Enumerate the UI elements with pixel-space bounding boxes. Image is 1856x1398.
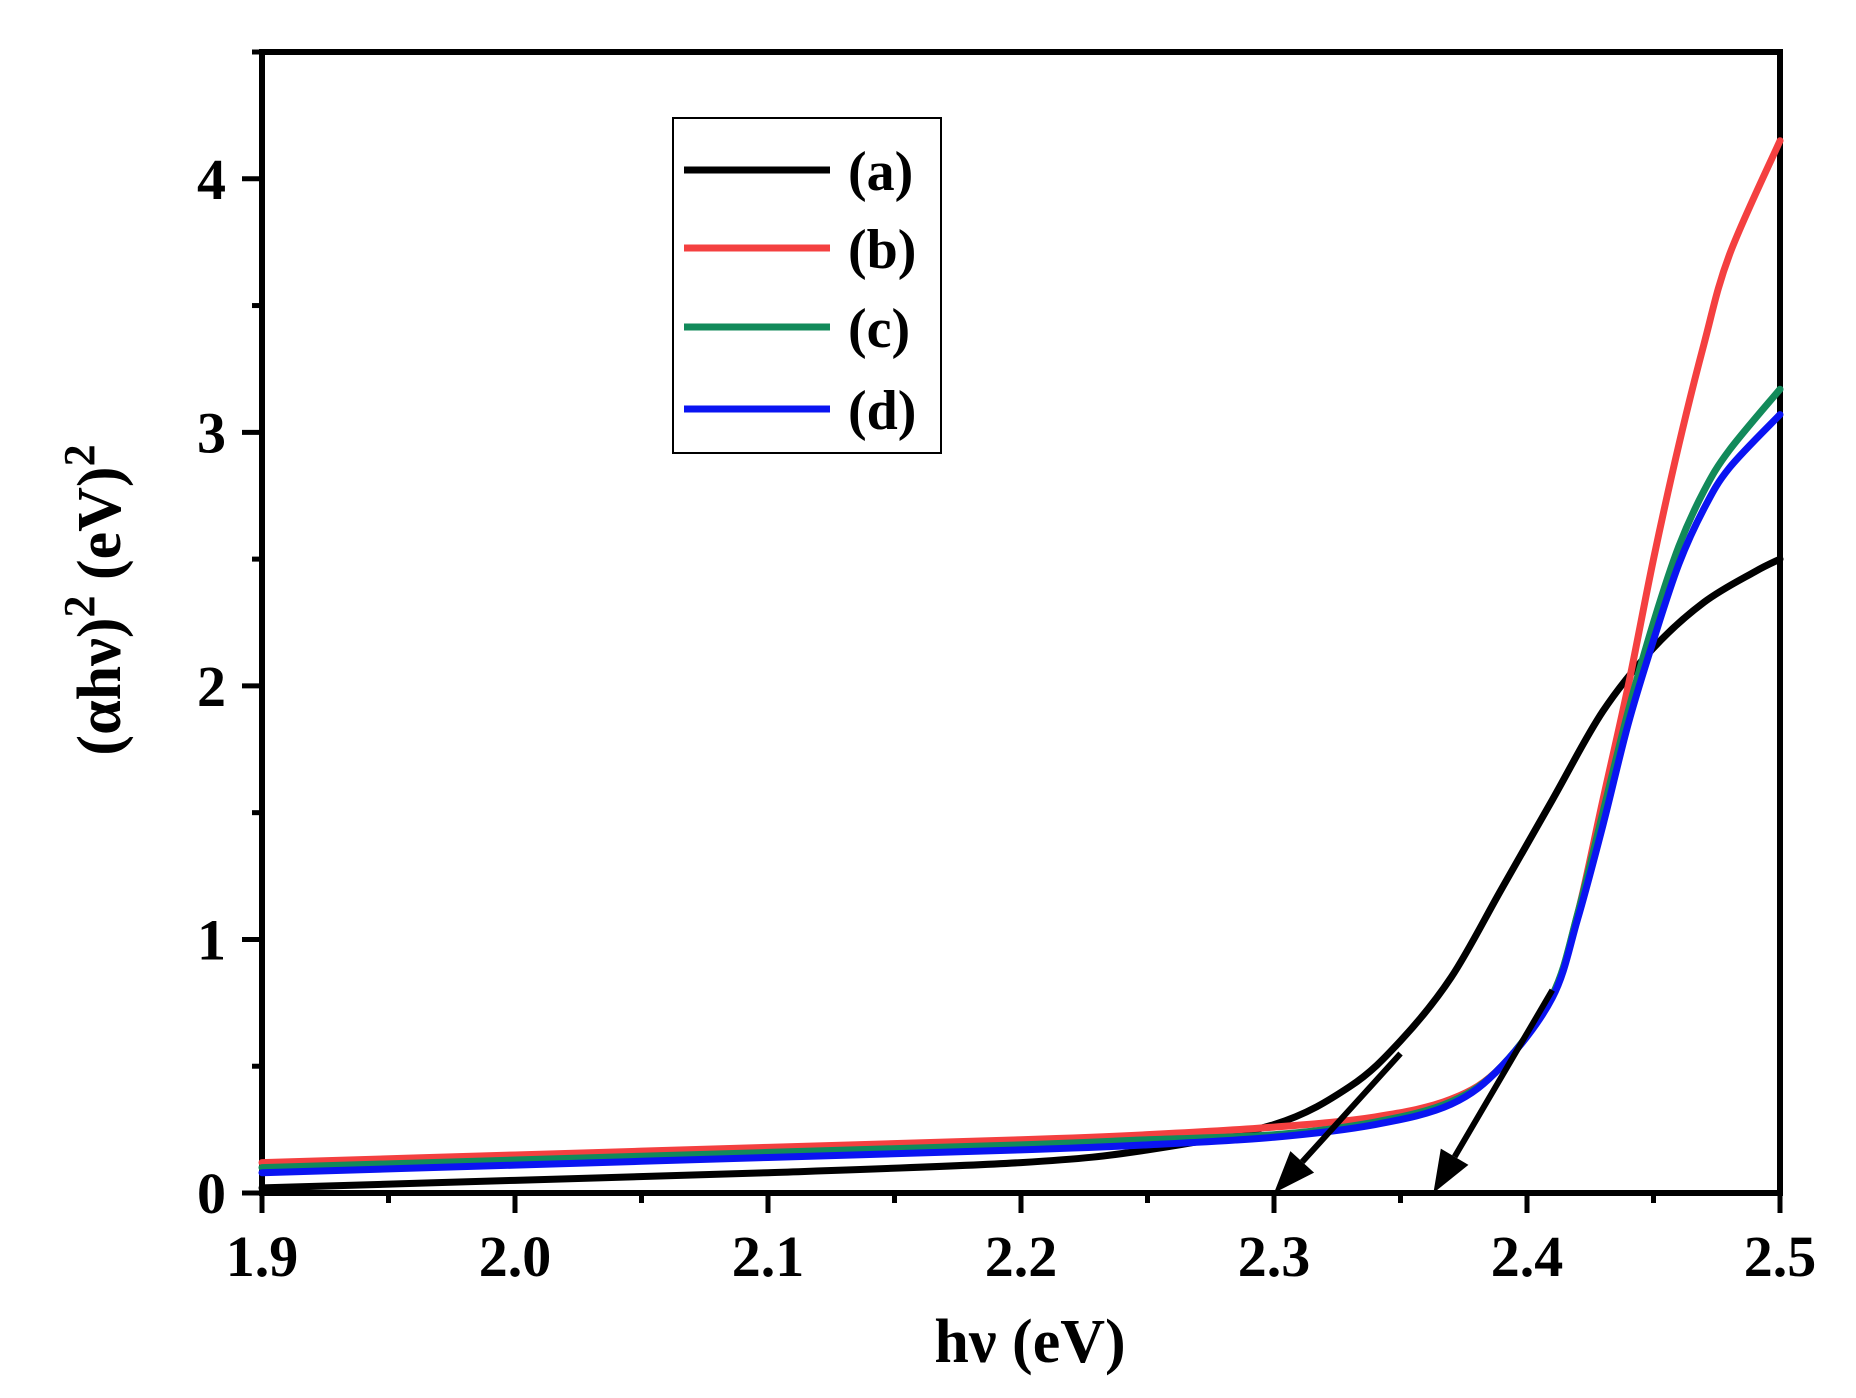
arrow-shaft-1 [1299,1051,1403,1164]
x-tick-label: 2.4 [1491,1224,1564,1289]
y-tick-label: 0 [197,1161,226,1226]
series-lines [258,137,1784,1192]
legend-box [672,117,942,454]
axes [242,49,1783,1213]
legend-label-c: (c) [848,298,910,360]
arrow-shaft-2 [1452,988,1555,1159]
x-axis-title: hν (eV) [934,1308,1125,1376]
y-tick-label: 4 [197,147,226,212]
arrow-annotations [1274,988,1555,1193]
y-tick-label: 2 [197,654,226,719]
y-axis-title-sup2: 2 [55,444,104,466]
x-tick-label: 1.9 [226,1224,299,1289]
series-line-c [258,385,1784,1172]
tick-labels: 1.9 2.0 2.1 2.2 2.3 2.4 2.5 0 1 2 3 4 [197,147,1816,1289]
y-axis-title-base: (αhν) [66,618,134,756]
x-tick-label: 2.1 [732,1224,805,1289]
series-line-a [258,555,1784,1192]
plot-frame [259,49,1783,1196]
legend-label-b: (b) [848,219,916,281]
x-tick-label: 2.3 [1238,1224,1311,1289]
y-axis-title-sup1: 2 [55,596,104,618]
legend: (a) (b) (c) (d) [672,117,942,454]
y-tick-label: 3 [197,400,226,465]
x-tick-label: 2.2 [985,1224,1058,1289]
y-tick-label: 1 [197,907,226,972]
arrow-head-1 [1274,1151,1315,1193]
y-axis-title-unit: (eV) [66,466,134,595]
legend-label-a: (a) [848,141,913,203]
y-axis-title: (αhν)2 (eV)2 [55,444,134,755]
series-line-d [258,411,1784,1177]
x-tick-label: 2.0 [479,1224,552,1289]
legend-label-d: (d) [848,380,916,442]
arrow-head-2 [1433,1148,1469,1193]
x-tick-label: 2.5 [1744,1224,1817,1289]
series-line-b [258,137,1784,1167]
